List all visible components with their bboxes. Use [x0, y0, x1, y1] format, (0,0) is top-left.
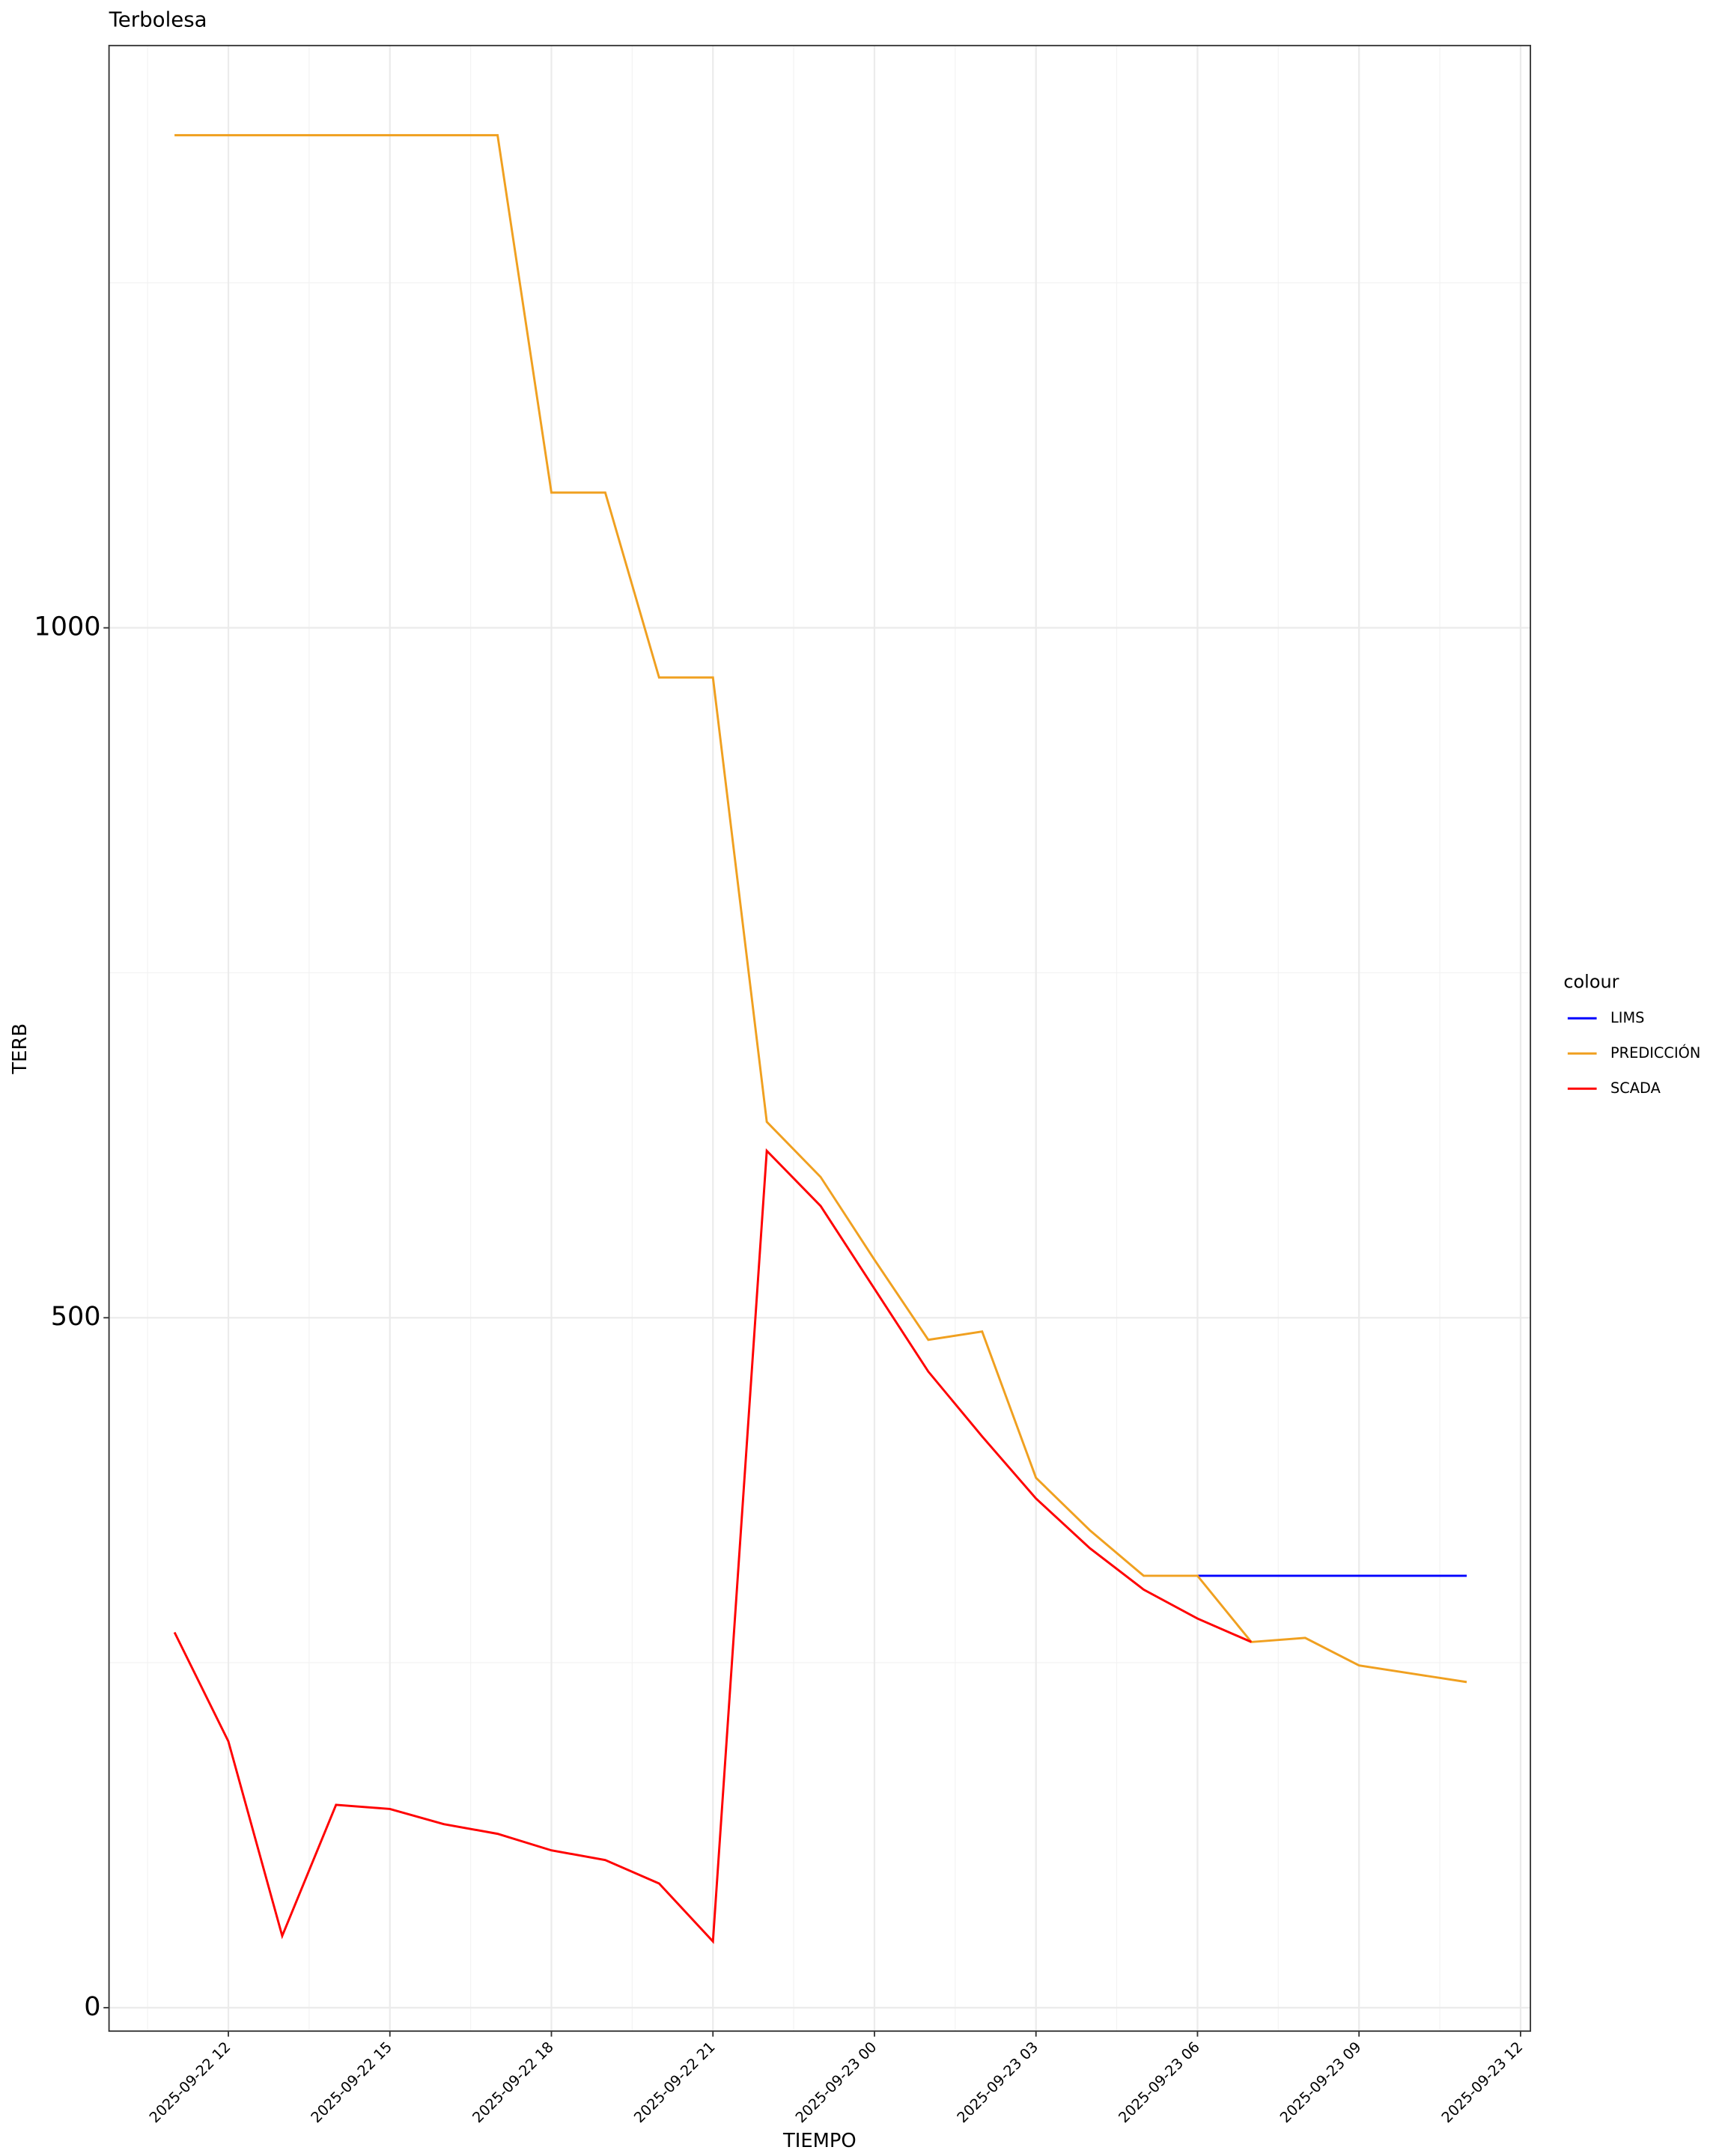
x-tick-label: 2025-09-23 12 [1438, 2038, 1527, 2127]
legend-label: SCADA [1610, 1079, 1661, 1097]
chart-title: Terbolesa [109, 7, 207, 32]
x-axis-label: TIEMPO [782, 2130, 857, 2152]
x-tick-label: 2025-09-23 06 [1115, 2038, 1203, 2127]
x-tick-label: 2025-09-23 09 [1277, 2038, 1365, 2127]
y-tick-label: 500 [51, 1301, 101, 1332]
x-tick-label: 2025-09-22 12 [146, 2038, 234, 2127]
plot-border [108, 44, 1532, 2032]
y-axis-label: TERB [9, 1023, 31, 1075]
x-tick-label: 2025-09-23 03 [954, 2038, 1042, 2127]
x-tick-label: 2025-09-22 18 [469, 2038, 557, 2127]
series-line [174, 134, 1467, 1684]
y-tick-label: 0 [84, 1991, 100, 2022]
x-tick-label: 2025-09-22 15 [308, 2038, 396, 2127]
series-line [173, 1148, 1252, 1944]
legend-label: LIMS [1610, 1009, 1644, 1026]
x-tick-label: 2025-09-23 00 [792, 2038, 880, 2127]
legend-label: PREDICCIÓN [1610, 1044, 1700, 1062]
x-tick-label: 2025-09-22 21 [630, 2038, 719, 2127]
legend-title: colour [1563, 971, 1619, 992]
y-tick-label: 1000 [34, 612, 100, 642]
